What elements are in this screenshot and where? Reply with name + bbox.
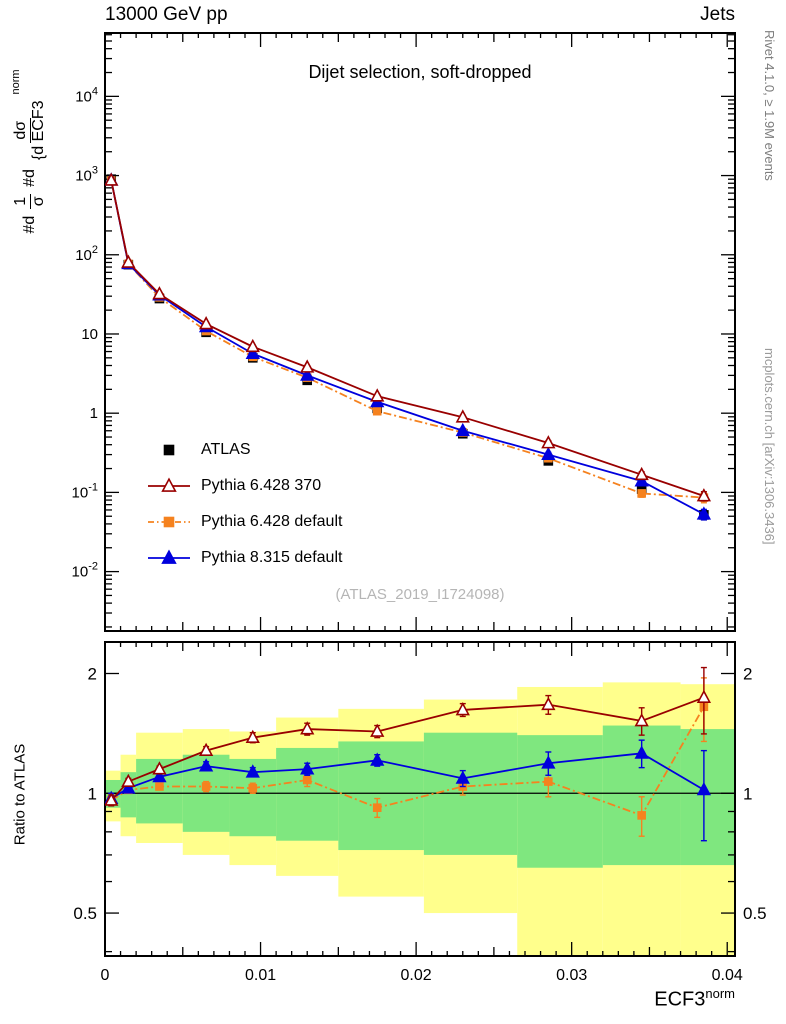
y-axis-label-ratio: Ratio to ATLAS xyxy=(11,743,29,846)
ylabel-frac1-num: 1 xyxy=(12,193,31,209)
svg-text:0.04: 0.04 xyxy=(712,967,743,984)
svg-text:104: 104 xyxy=(75,85,98,105)
legend: ATLAS Pythia 6.428 370 Pythia 6.428 defaul… xyxy=(146,440,342,584)
x-axis-label-sup: norm xyxy=(705,986,735,1001)
svg-text:0: 0 xyxy=(101,967,110,984)
legend-entry: Pythia 6.428 370 xyxy=(146,476,342,496)
legend-label: Pythia 6.428 default xyxy=(201,513,343,530)
svg-text:103: 103 xyxy=(75,165,98,185)
legend-label: Pythia 6.428 370 xyxy=(201,477,322,494)
y-axis-label-main: #d 1 σ #d dσ {d ECF3 norm xyxy=(0,0,62,310)
process-label: Jets xyxy=(700,4,735,25)
svg-text:0.03: 0.03 xyxy=(556,967,587,984)
rivet-version-label: Rivet 4.1.0, ≥ 1.9M events xyxy=(762,30,777,181)
plot-title: Dijet selection, soft-dropped xyxy=(308,62,532,82)
beam-energy-label: 13000 GeV pp xyxy=(105,4,228,25)
legend-triangle-open-icon xyxy=(148,477,190,492)
analysis-watermark: (ATLAS_2019_I1724098) xyxy=(335,586,505,603)
ylabel-frac-dsigma: dσ {d ECF3 xyxy=(12,98,48,162)
ylabel-hash-d2: #d xyxy=(21,169,38,187)
svg-text:102: 102 xyxy=(75,244,98,264)
ylabel-superscript: norm xyxy=(10,69,22,95)
svg-text:0.5: 0.5 xyxy=(743,904,767,923)
legend-entry: ATLAS xyxy=(146,440,342,460)
legend-entry: Pythia 8.315 default xyxy=(146,548,342,568)
ylabel-frac-one-over-sigma: 1 σ xyxy=(12,193,48,209)
svg-text:0.5: 0.5 xyxy=(73,904,97,923)
svg-text:10-2: 10-2 xyxy=(72,561,98,581)
ylabel-hash-d1: #d xyxy=(21,215,38,234)
ylabel-frac1-den: σ xyxy=(29,196,47,207)
svg-text:2: 2 xyxy=(743,665,752,684)
svg-text:1: 1 xyxy=(88,784,97,803)
mcplots-reference-label: mcplots.cern.ch [arXiv:1306.3436] xyxy=(762,348,777,545)
ylabel-frac2-num: dσ xyxy=(12,117,31,143)
svg-text:0.02: 0.02 xyxy=(401,967,432,984)
x-axis-label: ECF3norm xyxy=(654,986,735,1012)
svg-text:1: 1 xyxy=(743,784,752,803)
svg-text:10: 10 xyxy=(81,326,98,343)
legend-triangle-icon xyxy=(148,549,190,564)
legend-label: Pythia 8.315 default xyxy=(201,549,343,566)
svg-text:2: 2 xyxy=(88,665,97,684)
legend-square-icon xyxy=(148,516,190,528)
ylabel-frac2-den: {d ECF3 xyxy=(29,100,47,161)
x-axis-label-text: ECF3 xyxy=(654,988,706,1011)
legend-square-icon xyxy=(163,444,175,456)
legend-entry: Pythia 6.428 default xyxy=(146,512,342,532)
svg-text:1: 1 xyxy=(90,405,98,422)
svg-text:10-1: 10-1 xyxy=(72,481,98,501)
legend-label: ATLAS xyxy=(201,441,251,458)
svg-text:0.01: 0.01 xyxy=(245,967,276,984)
